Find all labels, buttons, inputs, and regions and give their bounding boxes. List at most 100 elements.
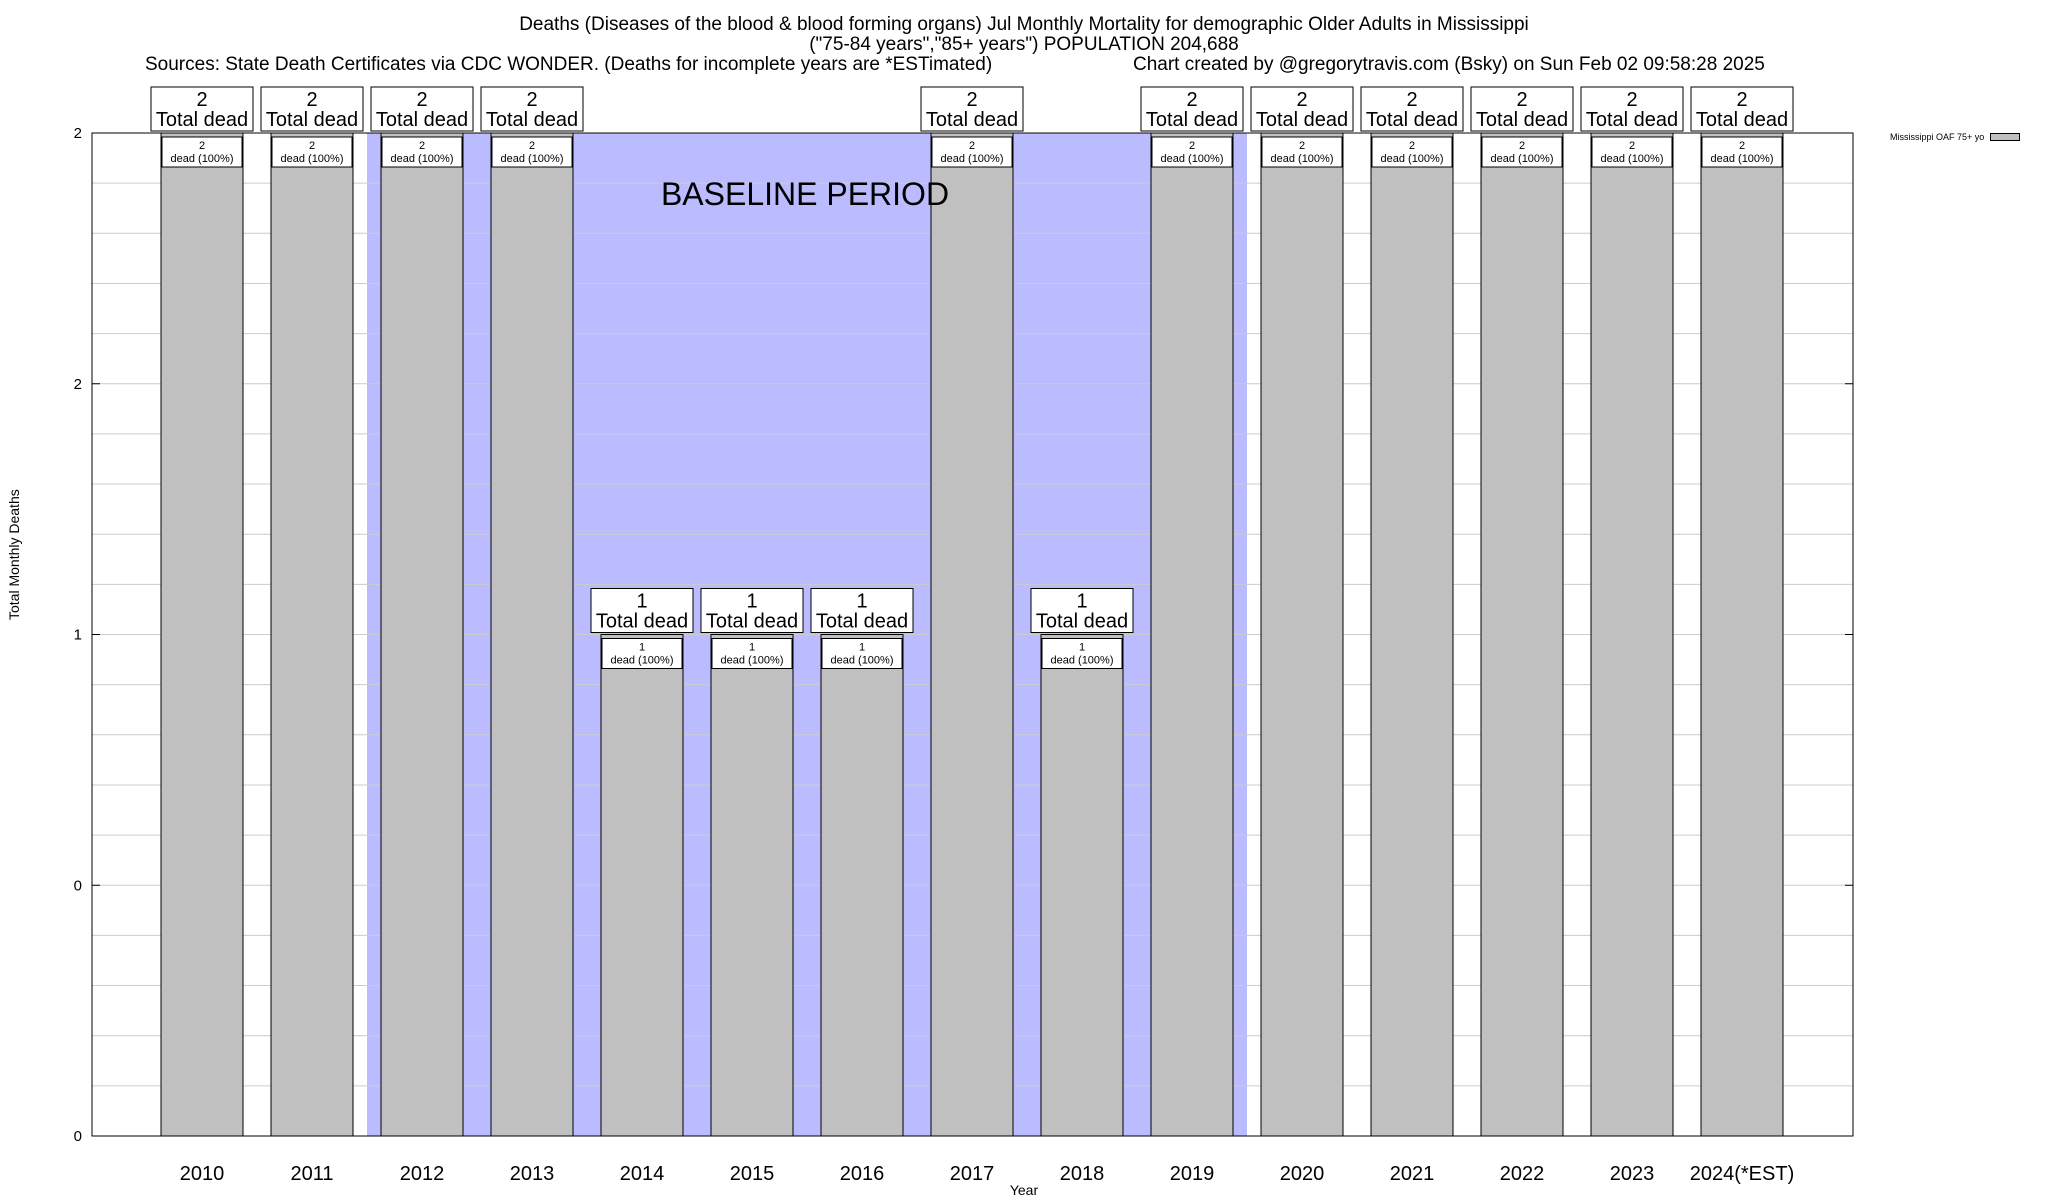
total-label-box [810,588,914,633]
inner-label-box [271,136,353,168]
inner-label-text: dead (100%) [391,153,454,165]
x-tick-label: 2016 [840,1163,885,1185]
inner-label-box [1151,136,1233,168]
total-label-count: 2 [1516,89,1527,111]
total-label-text: Total dead [486,109,578,131]
x-tick-label: 2017 [950,1163,995,1185]
inner-label-count: 1 [1079,642,1085,654]
chart-title-line1: Deaths (Diseases of the blood & blood fo… [519,14,1529,35]
total-label-text: Total dead [1696,109,1788,131]
total-label-box [1470,86,1574,132]
bar [270,132,354,1137]
total-label-box [1030,588,1134,633]
inner-label-box [931,136,1013,168]
x-tick-label: 2015 [730,1163,775,1185]
total-label-text: Total dead [1256,109,1348,131]
inner-label-text: dead (100%) [281,153,344,165]
total-label-count: 2 [1186,89,1197,111]
y-tick-label: 0 [74,877,82,894]
inner-label-count: 2 [1189,140,1195,152]
inner-label-text: dead (100%) [1051,655,1114,667]
total-label-box [480,86,584,132]
x-tick-label: 2011 [290,1163,333,1185]
x-tick-label: 2023 [1610,1163,1655,1185]
total-label-box [1140,86,1244,132]
bar [1700,132,1784,1137]
total-label-count: 1 [856,591,867,613]
total-label-count: 1 [746,591,757,613]
inner-label-text: dead (100%) [1161,153,1224,165]
total-label-text: Total dead [376,109,468,131]
inner-label-count: 2 [1409,140,1415,152]
x-axis-label: Year [1009,1182,1039,1198]
chart-sources: Sources: State Death Certificates via CD… [145,54,993,75]
inner-label-text: dead (100%) [1711,153,1774,165]
inner-label-box [1041,638,1123,669]
bar [490,132,574,1137]
inner-label-count: 2 [969,140,975,152]
baseline-label: BASELINE PERIOD [661,176,949,212]
inner-label-text: dead (100%) [831,655,894,667]
y-tick-label: 1 [74,627,82,644]
bar [1260,132,1344,1137]
bar [160,132,244,1137]
total-label-box [1580,86,1684,132]
total-label-count: 2 [196,89,207,111]
bar [930,132,1014,1137]
inner-label-text: dead (100%) [171,153,234,165]
inner-label-text: dead (100%) [941,153,1004,165]
y-tick-label: 2 [74,376,82,393]
bar [820,634,904,1137]
inner-label-text: dead (100%) [501,153,564,165]
x-tick-label: 2022 [1500,1163,1545,1185]
total-label-text: Total dead [1366,109,1458,131]
bar [380,132,464,1137]
inner-label-count: 2 [1299,140,1305,152]
inner-label-count: 2 [1739,140,1745,152]
x-tick-label: 2020 [1280,1163,1325,1185]
inner-label-count: 1 [859,642,865,654]
total-label-count: 1 [636,591,647,613]
total-label-text: Total dead [1586,109,1678,131]
total-label-text: Total dead [1476,109,1568,131]
inner-label-box [1261,136,1343,168]
total-label-text: Total dead [926,109,1018,131]
y-tick-label: 0 [74,1128,82,1145]
inner-label-box [1371,136,1453,168]
inner-label-box [821,638,903,669]
inner-label-count: 1 [639,642,645,654]
inner-label-text: dead (100%) [1491,153,1554,165]
x-tick-label: 2010 [180,1163,225,1185]
total-label-count: 2 [966,89,977,111]
total-label-box [260,86,364,132]
inner-label-text: dead (100%) [1381,153,1444,165]
inner-label-text: dead (100%) [611,655,674,667]
bar [1590,132,1674,1137]
total-label-count: 2 [1406,89,1417,111]
bar [710,634,794,1137]
chart-title-line2: ("75-84 years","85+ years") POPULATION 2… [809,34,1239,55]
y-tick-label: 2 [74,125,82,142]
total-label-text: Total dead [816,611,908,633]
inner-label-count: 1 [749,642,755,654]
inner-label-text: dead (100%) [1271,153,1334,165]
bar [1150,132,1234,1137]
inner-label-count: 2 [1519,140,1525,152]
inner-label-box [601,638,683,669]
total-label-text: Total dead [1146,109,1238,131]
total-label-count: 2 [416,89,427,111]
inner-label-count: 2 [529,140,535,152]
x-tick-label: 2019 [1170,1163,1215,1185]
total-label-box [370,86,474,132]
total-label-box [920,86,1024,132]
inner-label-box [381,136,463,168]
total-label-count: 2 [1296,89,1307,111]
total-label-count: 1 [1076,591,1087,613]
x-tick-label: 2014 [620,1163,665,1185]
total-label-box [150,86,254,132]
total-label-text: Total dead [156,109,248,131]
total-label-text: Total dead [266,109,358,131]
total-label-box [1360,86,1464,132]
chart-credit: Chart created by @gregorytravis.com (Bsk… [1133,54,1765,75]
